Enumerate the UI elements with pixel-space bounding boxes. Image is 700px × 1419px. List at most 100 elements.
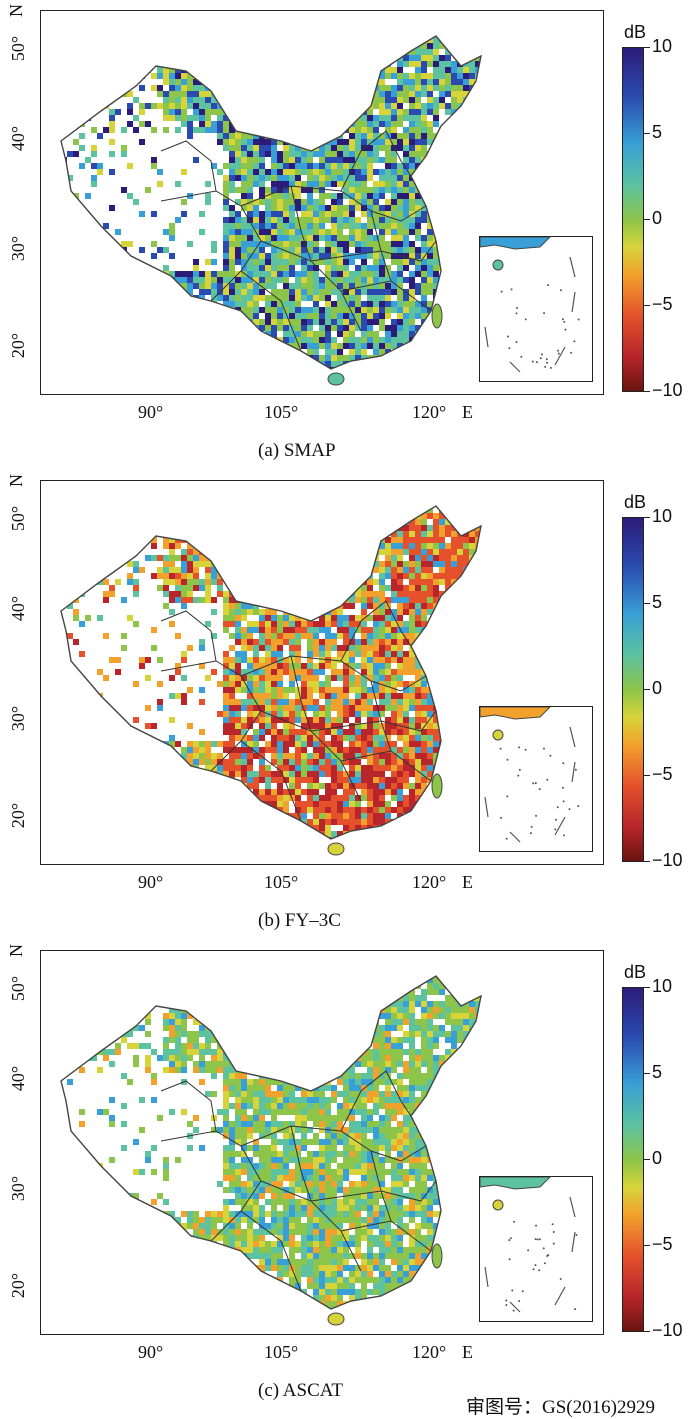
colorbar-tick-label: −5	[652, 294, 673, 314]
colorbar	[622, 47, 644, 392]
latitude-label: 20°	[8, 802, 29, 829]
colorbar-tick	[644, 603, 650, 604]
colorbar-tick	[644, 775, 650, 776]
map-panel-2: 50° 40° 30° 20° N 90° 105° 120° E (b) FY–3C dB 10 5 0…	[0, 470, 700, 940]
colorbar-tick	[644, 47, 650, 48]
map-review-number: 审图号：GS(2016)2929	[466, 1397, 655, 1418]
map-panel-1: 50° 40° 30° 20° N 90° 105° 120° E (a) SMAP dB 10 5 0 −…	[0, 0, 700, 470]
colorbar-tick-label: −10	[652, 1320, 683, 1340]
colorbar-unit: dB	[624, 492, 647, 512]
province-boundary	[240, 270, 302, 352]
country-outline	[60, 35, 482, 370]
longitude-label: 105°	[264, 1342, 299, 1362]
latitude-unit: N	[6, 474, 26, 487]
province-boundary	[370, 205, 427, 222]
south-china-sea-inset	[479, 1176, 593, 1322]
province-boundary	[380, 240, 437, 262]
longitude-label: 90°	[138, 872, 164, 892]
hainan-island	[327, 372, 345, 386]
latitude-label: 40°	[8, 595, 29, 622]
country-outline	[60, 975, 482, 1310]
longitude-label: 105°	[264, 402, 299, 422]
colorbar-unit: dB	[624, 22, 647, 42]
colorbar-tick-label: 5	[652, 1062, 663, 1082]
latitude-label: 50°	[8, 35, 29, 62]
colorbar	[622, 517, 644, 862]
hainan-island	[327, 1312, 345, 1326]
colorbar	[622, 987, 644, 1332]
province-boundary	[260, 1180, 362, 1272]
colorbar-tick-label: 0	[652, 678, 663, 698]
colorbar-tick-label: 5	[652, 592, 663, 612]
longitude-label: 105°	[264, 872, 299, 892]
colorbar-tick	[644, 517, 650, 518]
latitude-label: 20°	[8, 332, 29, 359]
map-frame	[40, 480, 604, 865]
province-boundary	[160, 190, 262, 302]
province-boundary	[240, 740, 302, 822]
province-boundary	[160, 610, 217, 662]
latitude-unit: N	[6, 4, 26, 17]
province-boundary	[290, 1125, 312, 1202]
latitude-label: 30°	[8, 705, 29, 732]
colorbar-tick-label: 10	[652, 506, 673, 526]
longitude-label: 120°	[412, 402, 447, 422]
taiwan-island	[431, 773, 443, 799]
colorbar-tick	[644, 1331, 650, 1332]
latitude-label: 50°	[8, 975, 29, 1002]
map-svg	[60, 35, 482, 386]
province-boundary	[160, 1130, 262, 1242]
colorbar-tick	[644, 219, 650, 220]
latitude-label: 30°	[8, 235, 29, 262]
province-boundary	[340, 600, 412, 662]
province-boundary	[290, 655, 312, 732]
latitude-label: 40°	[8, 1065, 29, 1092]
colorbar-tick	[644, 987, 650, 988]
colorbar-tick	[644, 861, 650, 862]
province-boundary	[340, 130, 412, 192]
province-boundary	[160, 660, 262, 772]
map-frame	[40, 950, 604, 1335]
province-boundary	[260, 710, 362, 802]
colorbar-tick-label: −5	[652, 1234, 673, 1254]
colorbar-tick-label: 0	[652, 1148, 663, 1168]
taiwan-island	[431, 1243, 443, 1269]
longitude-unit: E	[462, 402, 473, 422]
longitude-label: 120°	[412, 872, 447, 892]
province-boundary	[370, 675, 427, 692]
map-svg	[60, 505, 482, 856]
province-boundary	[240, 1210, 302, 1292]
panel-caption: (c) ASCAT	[258, 1380, 343, 1401]
longitude-unit: E	[462, 1342, 473, 1362]
latitude-label: 20°	[8, 1272, 29, 1299]
province-boundary	[160, 140, 217, 192]
province-boundary	[290, 185, 312, 262]
colorbar-unit: dB	[624, 962, 647, 982]
province-boundary	[380, 1180, 437, 1202]
longitude-label: 120°	[412, 1342, 447, 1362]
latitude-label: 30°	[8, 1175, 29, 1202]
colorbar-tick	[644, 1245, 650, 1246]
province-boundary	[370, 1145, 427, 1162]
colorbar-tick-label: −10	[652, 850, 683, 870]
province-boundary	[260, 240, 362, 332]
latitude-label: 40°	[8, 125, 29, 152]
latitude-unit: N	[6, 944, 26, 957]
colorbar-tick	[644, 689, 650, 690]
map-frame	[40, 10, 604, 395]
colorbar-tick	[644, 1073, 650, 1074]
longitude-label: 90°	[138, 1342, 164, 1362]
colorbar-tick	[644, 305, 650, 306]
colorbar-tick-label: 5	[652, 122, 663, 142]
colorbar-tick-label: 0	[652, 208, 663, 228]
colorbar-tick-label: −5	[652, 764, 673, 784]
south-china-sea-inset	[479, 706, 593, 852]
latitude-label: 50°	[8, 505, 29, 532]
panel-caption: (b) FY–3C	[258, 910, 341, 931]
hainan-island	[327, 842, 345, 856]
south-china-sea-inset	[479, 236, 593, 382]
map-svg	[60, 975, 482, 1326]
province-boundary	[160, 1080, 217, 1132]
colorbar-tick-label: −10	[652, 380, 683, 400]
colorbar-tick-label: 10	[652, 976, 673, 996]
